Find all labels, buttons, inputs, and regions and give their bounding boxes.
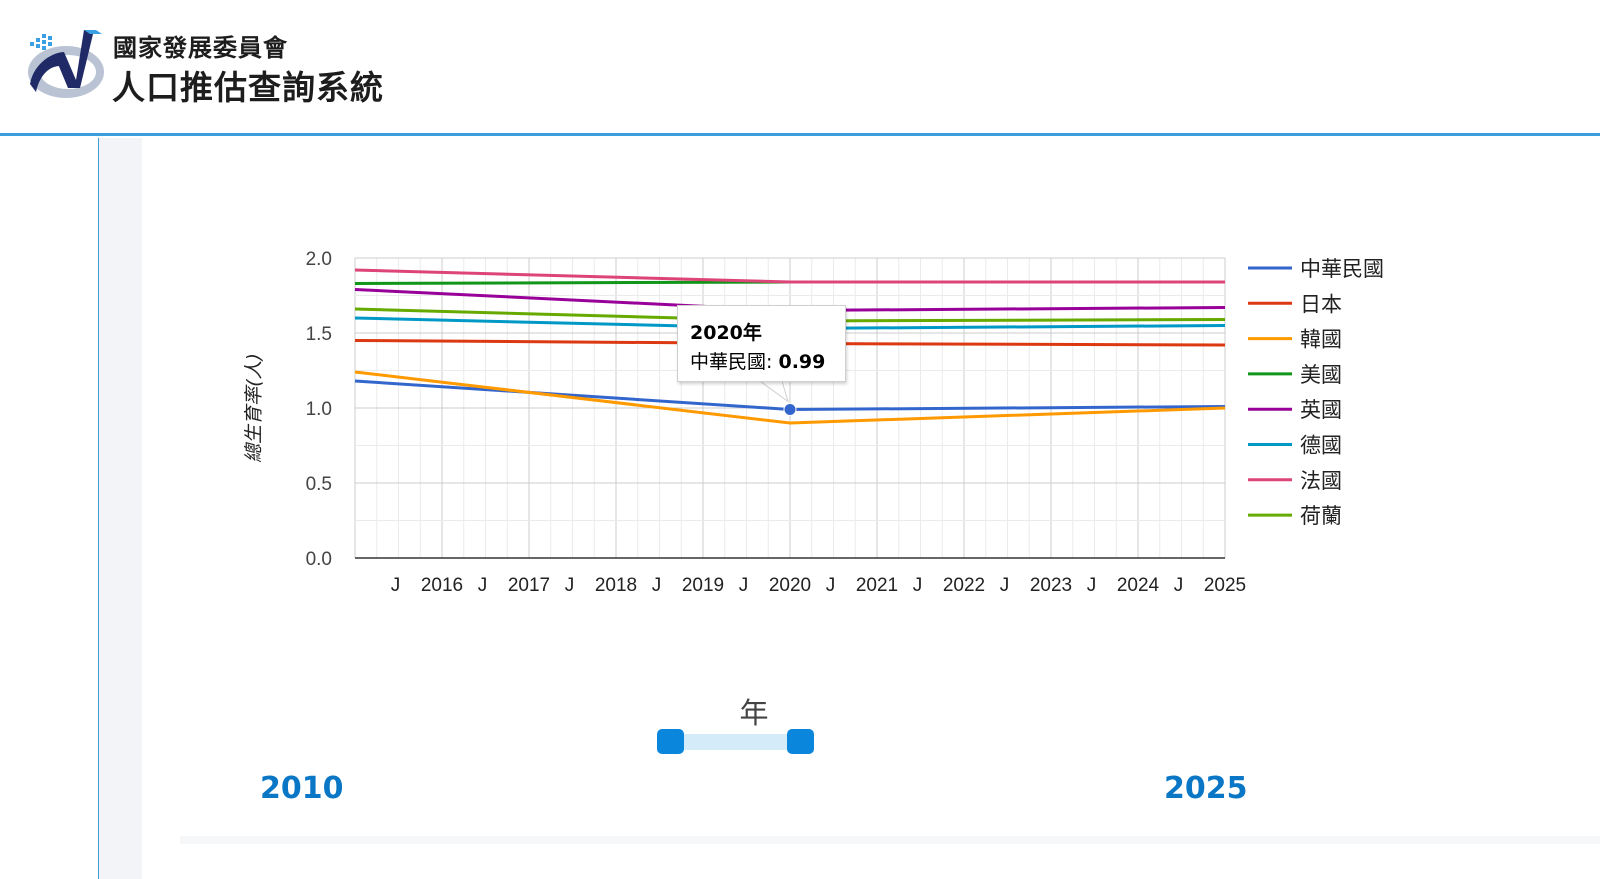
legend-label: 中華民國	[1300, 257, 1384, 281]
x-tick-label: J	[739, 575, 749, 596]
bottom-divider	[180, 836, 1600, 844]
x-tick-label: 2016	[421, 575, 463, 596]
org-name: 國家發展委員會	[113, 34, 288, 62]
legend-label: 英國	[1300, 398, 1342, 422]
year-slider-min-handle[interactable]	[657, 729, 684, 754]
year-slider-max-handle[interactable]	[787, 729, 814, 754]
y-tick-label: 0.0	[306, 549, 332, 570]
legend-label: 美國	[1300, 363, 1342, 387]
x-tick-label: J	[1174, 575, 1184, 596]
x-tick-label: 2018	[595, 575, 637, 596]
y-tick-label: 2.0	[306, 249, 332, 270]
x-tick-label: 2023	[1030, 575, 1072, 596]
x-tick-label: 2021	[856, 575, 898, 596]
legend-label: 韓國	[1300, 328, 1342, 352]
x-tick-label: J	[478, 575, 488, 596]
side-panel	[99, 138, 142, 879]
tooltip-series: 中華民國	[690, 351, 767, 373]
x-tick-label: 2017	[508, 575, 550, 596]
app-title: 人口推估查詢系統	[112, 68, 384, 107]
series-line	[354, 268, 1225, 284]
year-slider-track[interactable]	[683, 734, 801, 750]
x-tick-label: J	[913, 575, 923, 596]
legend-label: 法國	[1300, 469, 1342, 493]
legend-label: 荷蘭	[1300, 504, 1342, 528]
x-tick-label: 2024	[1117, 575, 1160, 596]
content-left-rule	[98, 138, 99, 879]
x-tick-label: 2020	[769, 575, 811, 596]
ndc-logo-icon[interactable]	[24, 22, 108, 106]
x-tick-label: 2022	[943, 575, 985, 596]
x-tick-label: J	[1087, 575, 1097, 596]
x-tick-label: J	[391, 575, 401, 596]
y-axis-title: 總生育率(人)	[243, 353, 265, 463]
legend-label: 日本	[1300, 292, 1342, 316]
legend-label: 德國	[1300, 434, 1342, 458]
tooltip-line: 中華民國: 0.99	[690, 351, 826, 373]
x-tick-label: J	[826, 575, 836, 596]
tooltip-pointer	[758, 380, 789, 403]
year-range-max: 2025	[1164, 771, 1248, 806]
y-tick-label: 0.5	[306, 474, 332, 495]
tooltip-title: 2020年	[690, 322, 762, 344]
x-tick-label: 2025	[1204, 575, 1246, 596]
year-range-min: 2010	[260, 771, 344, 806]
y-tick-label: 1.5	[306, 324, 332, 345]
x-tick-label: J	[1000, 575, 1010, 596]
chart-tooltip: 2020年 中華民國: 0.99	[677, 305, 846, 382]
x-tick-label: 2019	[682, 575, 724, 596]
x-tick-label: J	[652, 575, 662, 596]
x-tick-label: J	[565, 575, 575, 596]
data-point-highlight	[783, 403, 797, 416]
y-tick-label: 1.0	[306, 399, 332, 420]
year-slider-label: 年	[739, 696, 769, 730]
tooltip-value: 0.99	[778, 351, 826, 373]
site-header: 國家發展委員會 人口推估查詢系統	[0, 0, 1600, 136]
series-line	[354, 370, 1226, 425]
